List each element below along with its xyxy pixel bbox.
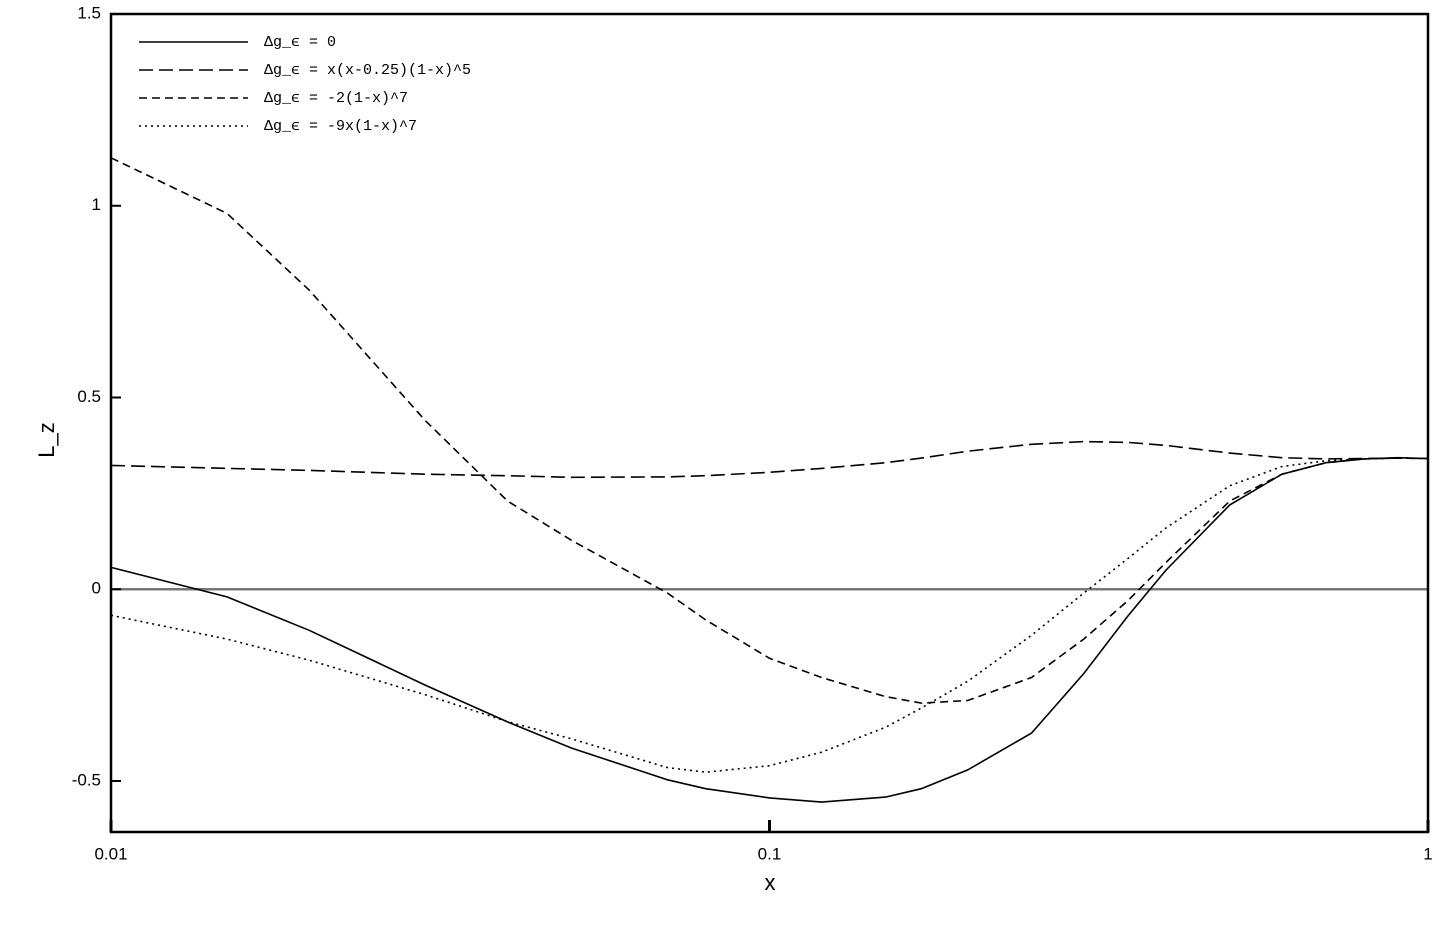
legend-label: Δg_ϵ = x(x-0.25)(1-x)^5 bbox=[264, 62, 471, 79]
plot-frame bbox=[109, 12, 1430, 834]
x-axis-label: x bbox=[765, 870, 776, 895]
y-tick-label: -0.5 bbox=[72, 770, 101, 789]
legend-label: Δg_ϵ = -2(1-x)^7 bbox=[264, 90, 408, 107]
series-line bbox=[110, 157, 1429, 704]
legend-label: Δg_ϵ = 0 bbox=[264, 34, 336, 51]
legend-label: Δg_ϵ = -9x(1-x)^7 bbox=[264, 118, 417, 135]
x-tick-label: 0.01 bbox=[94, 844, 127, 863]
y-axis-label: L_z bbox=[34, 422, 59, 457]
y-tick-label: 1 bbox=[92, 195, 101, 214]
y-tick-label: 1.5 bbox=[77, 3, 101, 22]
series-line bbox=[110, 456, 1429, 803]
x-tick-label: 1 bbox=[1423, 844, 1432, 863]
y-tick-label: 0.5 bbox=[77, 387, 101, 406]
y-tick-label: 0 bbox=[92, 579, 101, 598]
x-tick-label: 0.1 bbox=[758, 844, 782, 863]
series-line bbox=[110, 440, 1429, 479]
